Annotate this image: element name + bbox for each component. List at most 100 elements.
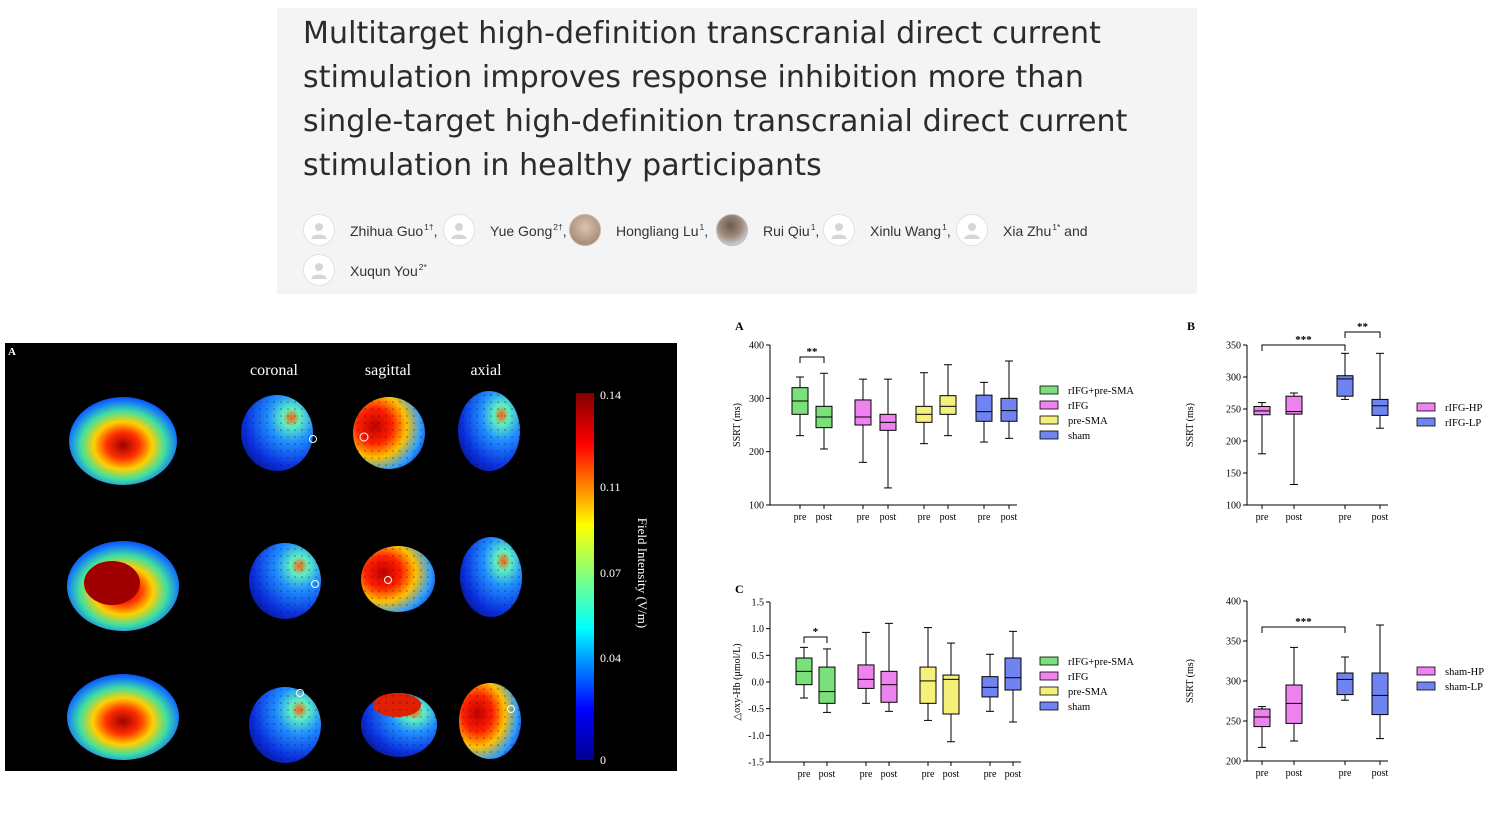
box-body xyxy=(919,666,937,704)
x-tick-label: post xyxy=(1005,769,1022,780)
field-intensity-figure: A coronal sagittal axial xyxy=(5,343,677,771)
significance-bracket xyxy=(1344,331,1381,338)
y-tick-label: 100 xyxy=(1226,501,1241,512)
significance-bracket xyxy=(799,356,825,363)
y-tick-label: 350 xyxy=(1226,637,1241,648)
box-rIFG-pre xyxy=(854,378,872,463)
box-rIFG-HP-pre xyxy=(1253,402,1271,455)
significance-marker: * xyxy=(813,626,819,638)
box-body xyxy=(975,394,993,422)
avatar[interactable] xyxy=(443,214,475,246)
author[interactable]: Yue Gong2†, xyxy=(443,214,567,246)
legend-label: sham-HP xyxy=(1445,667,1484,678)
colorbar-tick: 0.11 xyxy=(600,480,621,494)
panel-letter: C xyxy=(735,582,744,596)
legend-label: pre-SMA xyxy=(1068,416,1108,427)
x-tick-label: pre xyxy=(794,512,807,523)
x-tick-label: post xyxy=(816,512,833,523)
x-tick-label: post xyxy=(1286,768,1303,779)
x-tick-label: pre xyxy=(918,512,931,523)
boxplot-chart-D: 200 250 300 350 400 SSRT (ms) pre post pre post **… xyxy=(1185,597,1484,780)
avatar[interactable] xyxy=(956,214,988,246)
author[interactable]: Zhihua Guo1†, xyxy=(303,214,438,246)
legend-swatch xyxy=(1039,686,1059,696)
x-tick-label: post xyxy=(881,769,898,780)
affiliation-marker: 1 xyxy=(699,221,705,232)
boxplot-chart-C: C -1.5 -1.0 -0.5 0.0 0.5 1.0 1.5 △oxy-Hb (μmol/L… xyxy=(732,582,1134,780)
author-name-text: Yue Gong xyxy=(490,222,553,239)
box-sham-pre xyxy=(981,653,999,712)
author[interactable]: Xia Zhu1* and xyxy=(956,214,1088,246)
y-tick-label: 350 xyxy=(1226,341,1241,352)
legend-swatch xyxy=(1416,666,1436,676)
author-name[interactable]: Zhihua Guo1†, xyxy=(350,222,438,239)
box-body xyxy=(1253,708,1271,728)
author[interactable]: Xuqun You2* xyxy=(303,254,427,286)
box-sham-LP-post xyxy=(1371,624,1389,740)
x-tick-label: pre xyxy=(1256,768,1269,779)
y-tick-label: 1.5 xyxy=(752,598,765,609)
legend-label: rIFG-HP xyxy=(1445,403,1482,414)
author-separator: , xyxy=(704,222,709,239)
lateral-brain-image xyxy=(67,674,179,760)
legend-label: rIFG+pre-SMA xyxy=(1068,657,1134,668)
box-rIFG+pre-SMA-post xyxy=(815,372,833,450)
y-tick-label: 200 xyxy=(1226,437,1241,448)
author[interactable]: Hongliang Lu1, xyxy=(569,214,708,246)
author-separator: , xyxy=(815,222,820,239)
box-rIFG-LP-post xyxy=(1371,352,1389,429)
author-name-text: Xuqun You xyxy=(350,262,418,279)
box-sham-post xyxy=(1004,630,1022,723)
x-tick-label: pre xyxy=(1256,512,1269,523)
panel-letter: A xyxy=(8,346,16,358)
y-axis-label: SSRT (ms) xyxy=(1185,659,1196,703)
significance-marker: ** xyxy=(807,346,819,358)
significance-marker: *** xyxy=(1295,334,1312,346)
box-rIFG+pre-SMA-pre xyxy=(791,376,809,437)
x-tick-label: pre xyxy=(860,769,873,780)
author[interactable]: Xinlu Wang1, xyxy=(823,214,951,246)
significance-bracket xyxy=(803,636,828,643)
affiliation-marker: 2* xyxy=(418,261,427,272)
author-name[interactable]: Xia Zhu1* and xyxy=(1003,222,1088,239)
y-tick-label: -0.5 xyxy=(748,704,764,715)
x-tick-label: post xyxy=(1372,768,1389,779)
y-tick-label: 0.5 xyxy=(752,651,765,662)
author-name[interactable]: Yue Gong2†, xyxy=(490,222,567,239)
lateral-brain-image xyxy=(69,397,177,485)
significance-marker: ** xyxy=(1357,321,1369,333)
y-tick-label: 300 xyxy=(749,394,764,405)
box-body xyxy=(818,666,836,704)
avatar[interactable] xyxy=(303,254,335,286)
user-icon xyxy=(311,223,327,239)
avatar[interactable] xyxy=(569,214,601,246)
x-tick-label: pre xyxy=(1339,512,1352,523)
author[interactable]: Rui Qiu1, xyxy=(716,214,819,246)
author-name[interactable]: Xinlu Wang1, xyxy=(870,222,951,239)
x-tick-label: post xyxy=(880,512,897,523)
box-rIFG+pre-SMA-pre xyxy=(795,646,813,699)
legend-label: rIFG xyxy=(1068,401,1089,412)
avatar[interactable] xyxy=(303,214,335,246)
avatar[interactable] xyxy=(823,214,855,246)
y-tick-label: 100 xyxy=(749,501,764,512)
avatar[interactable] xyxy=(716,214,748,246)
author-name-text: Xinlu Wang xyxy=(870,222,942,239)
box-rIFG-post xyxy=(880,622,898,712)
author-separator: , xyxy=(946,222,951,239)
legend-swatch xyxy=(1039,415,1059,425)
author-name[interactable]: Rui Qiu1, xyxy=(763,222,819,239)
legend-label: rIFG+pre-SMA xyxy=(1068,386,1134,397)
author-name[interactable]: Xuqun You2* xyxy=(350,262,427,279)
x-tick-label: pre xyxy=(798,769,811,780)
y-tick-label: 250 xyxy=(1226,717,1241,728)
y-axis-label: △oxy-Hb (μmol/L) xyxy=(732,643,743,720)
user-icon xyxy=(964,223,980,239)
panel-letter: B xyxy=(1187,319,1195,333)
legend-swatch xyxy=(1039,430,1059,440)
y-tick-label: 0.0 xyxy=(752,678,765,689)
author-name[interactable]: Hongliang Lu1, xyxy=(616,222,708,239)
x-tick-label: post xyxy=(1286,512,1303,523)
box-sham-HP-post xyxy=(1285,646,1303,742)
box-sham-pre xyxy=(975,381,993,443)
